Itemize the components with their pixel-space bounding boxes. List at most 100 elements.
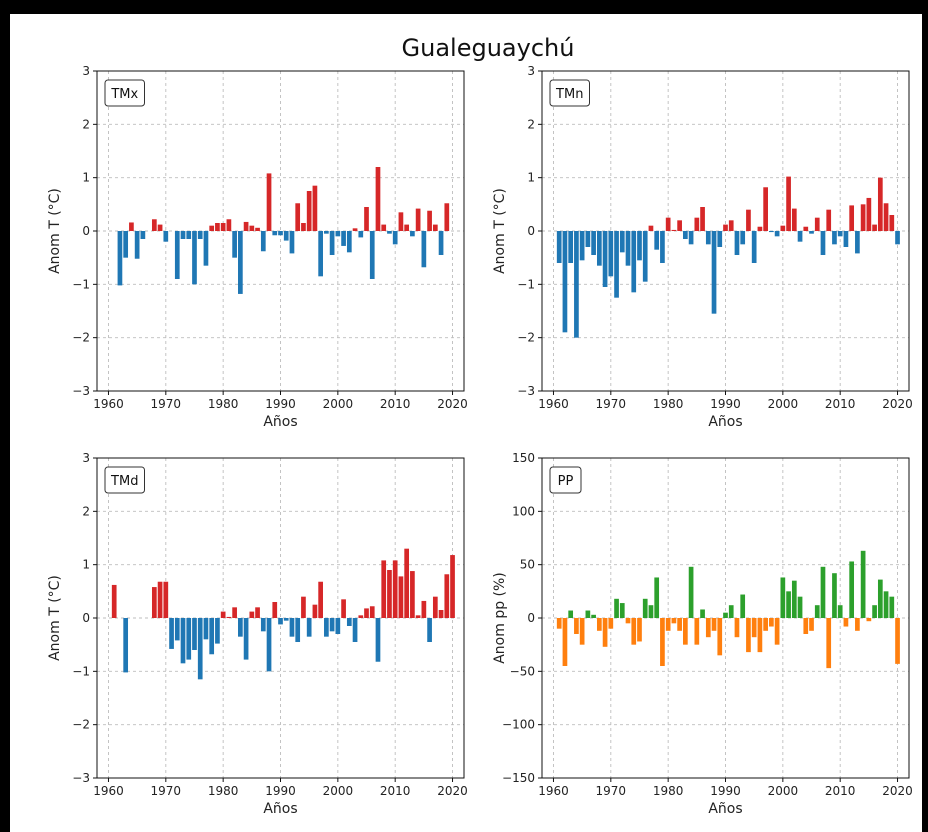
x-tick-label: 2010 <box>825 784 856 798</box>
bar <box>398 576 404 618</box>
x-tick-label: 1980 <box>208 784 239 798</box>
x-tick-label: 1960 <box>93 784 124 798</box>
bar <box>728 605 734 618</box>
bar <box>432 596 438 618</box>
bar <box>129 222 134 231</box>
bar <box>272 231 278 236</box>
bar <box>837 231 843 237</box>
bar <box>421 231 427 268</box>
x-tick-label: 2000 <box>768 784 799 798</box>
x-tick-label: 1960 <box>538 397 569 411</box>
bar <box>192 231 197 285</box>
bar <box>341 599 346 618</box>
bar <box>220 611 226 618</box>
x-tick-label: 1960 <box>538 784 569 798</box>
bar <box>837 605 843 618</box>
x-axis-label: Años <box>263 801 297 817</box>
bar <box>751 231 757 263</box>
bar <box>826 618 832 669</box>
bar <box>746 209 751 231</box>
bar <box>740 594 746 618</box>
bar <box>688 566 694 618</box>
bar <box>255 607 260 618</box>
bar <box>346 618 352 626</box>
bar <box>174 231 180 279</box>
y-tick-label: 1 <box>82 171 90 185</box>
bar <box>329 618 335 632</box>
y-tick-label: −2 <box>517 331 535 345</box>
panel-label: TMn <box>555 87 583 102</box>
bar <box>585 610 591 618</box>
panel-label: TMd <box>110 474 138 489</box>
x-tick-label: 2010 <box>380 397 411 411</box>
bar <box>117 231 123 286</box>
bar <box>774 231 780 237</box>
bar <box>306 618 312 637</box>
bar <box>381 224 387 231</box>
x-tick-label: 1960 <box>93 397 124 411</box>
bar <box>780 225 786 231</box>
bar <box>215 223 220 231</box>
y-axis-label: Anom T (°C) <box>47 575 63 661</box>
bar <box>174 618 180 641</box>
bar <box>677 220 682 231</box>
bar <box>660 618 665 666</box>
bar <box>832 231 837 245</box>
y-tick-label: −2 <box>72 331 90 345</box>
bar <box>249 225 255 231</box>
bar <box>111 584 117 618</box>
bar <box>444 574 450 618</box>
bar <box>866 197 872 231</box>
bar <box>306 191 312 231</box>
bar <box>849 561 855 618</box>
bar <box>809 231 814 234</box>
bar <box>266 618 272 672</box>
y-tick-label: 1 <box>527 171 535 185</box>
y-tick-label: 1 <box>82 558 90 572</box>
bar <box>226 616 232 618</box>
bar <box>574 618 579 634</box>
bar <box>820 566 826 618</box>
bar <box>283 231 289 241</box>
bar <box>329 231 335 255</box>
bar <box>186 618 192 660</box>
bar <box>740 231 746 245</box>
y-tick-label: 0 <box>527 224 535 238</box>
bar <box>631 618 637 645</box>
bar <box>614 598 619 618</box>
bar <box>410 571 415 618</box>
bar <box>665 217 671 231</box>
bar <box>757 226 763 231</box>
bar <box>866 618 872 622</box>
bar <box>352 618 358 642</box>
bar <box>579 231 585 261</box>
figure-canvas: 1960 1970 1980 1990 2000 2010 2020 −3 −2 −1 0 1 2 3 Añ… <box>10 14 922 832</box>
chart-panel-tmn: 1960 1970 1980 1990 2000 2010 2020 −3 −2 −1 0 1 2 3 Añ… <box>492 64 913 430</box>
bar <box>860 204 866 231</box>
bar <box>375 618 381 662</box>
x-tick-label: 1990 <box>710 784 741 798</box>
x-tick-label: 1970 <box>596 784 627 798</box>
bar <box>341 231 346 246</box>
bar <box>895 231 900 245</box>
bar <box>215 618 220 644</box>
bar <box>683 618 688 645</box>
y-tick-label: 50 <box>520 558 535 572</box>
bar <box>387 570 392 618</box>
bar <box>272 602 278 618</box>
bar <box>602 618 608 647</box>
bar <box>786 176 791 231</box>
x-tick-label: 1970 <box>596 397 627 411</box>
figure-title: Gualeguaychú <box>402 34 575 62</box>
x-tick-label: 1990 <box>265 784 296 798</box>
bar <box>438 610 444 618</box>
bar <box>335 618 341 634</box>
y-axis-label: Anom pp (%) <box>492 572 508 664</box>
x-tick-label: 1980 <box>653 784 684 798</box>
bar <box>352 228 358 231</box>
x-axis-label: Años <box>708 414 742 430</box>
bar <box>562 618 568 666</box>
x-axis-label: Años <box>708 801 742 817</box>
bar <box>849 205 855 231</box>
bar <box>301 223 306 231</box>
